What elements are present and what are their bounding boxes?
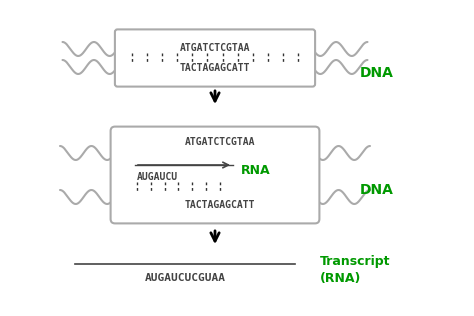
Text: Transcript
(RNA): Transcript (RNA) — [320, 255, 391, 285]
Text: TACTAGAGCATT: TACTAGAGCATT — [185, 200, 255, 210]
Text: DNA: DNA — [360, 183, 394, 197]
Text: RNA: RNA — [241, 163, 271, 177]
Text: ATGATCTCGTAA: ATGATCTCGTAA — [180, 43, 250, 53]
FancyBboxPatch shape — [110, 127, 319, 223]
Text: TACTAGAGCATT: TACTAGAGCATT — [180, 63, 250, 73]
Text: ATGATCTCGTAA: ATGATCTCGTAA — [185, 137, 255, 147]
Text: AUGAUCUCGUAA: AUGAUCUCGUAA — [145, 273, 226, 283]
FancyBboxPatch shape — [115, 29, 315, 87]
Text: AUGAUCU: AUGAUCU — [137, 172, 178, 182]
Text: DNA: DNA — [360, 66, 394, 80]
